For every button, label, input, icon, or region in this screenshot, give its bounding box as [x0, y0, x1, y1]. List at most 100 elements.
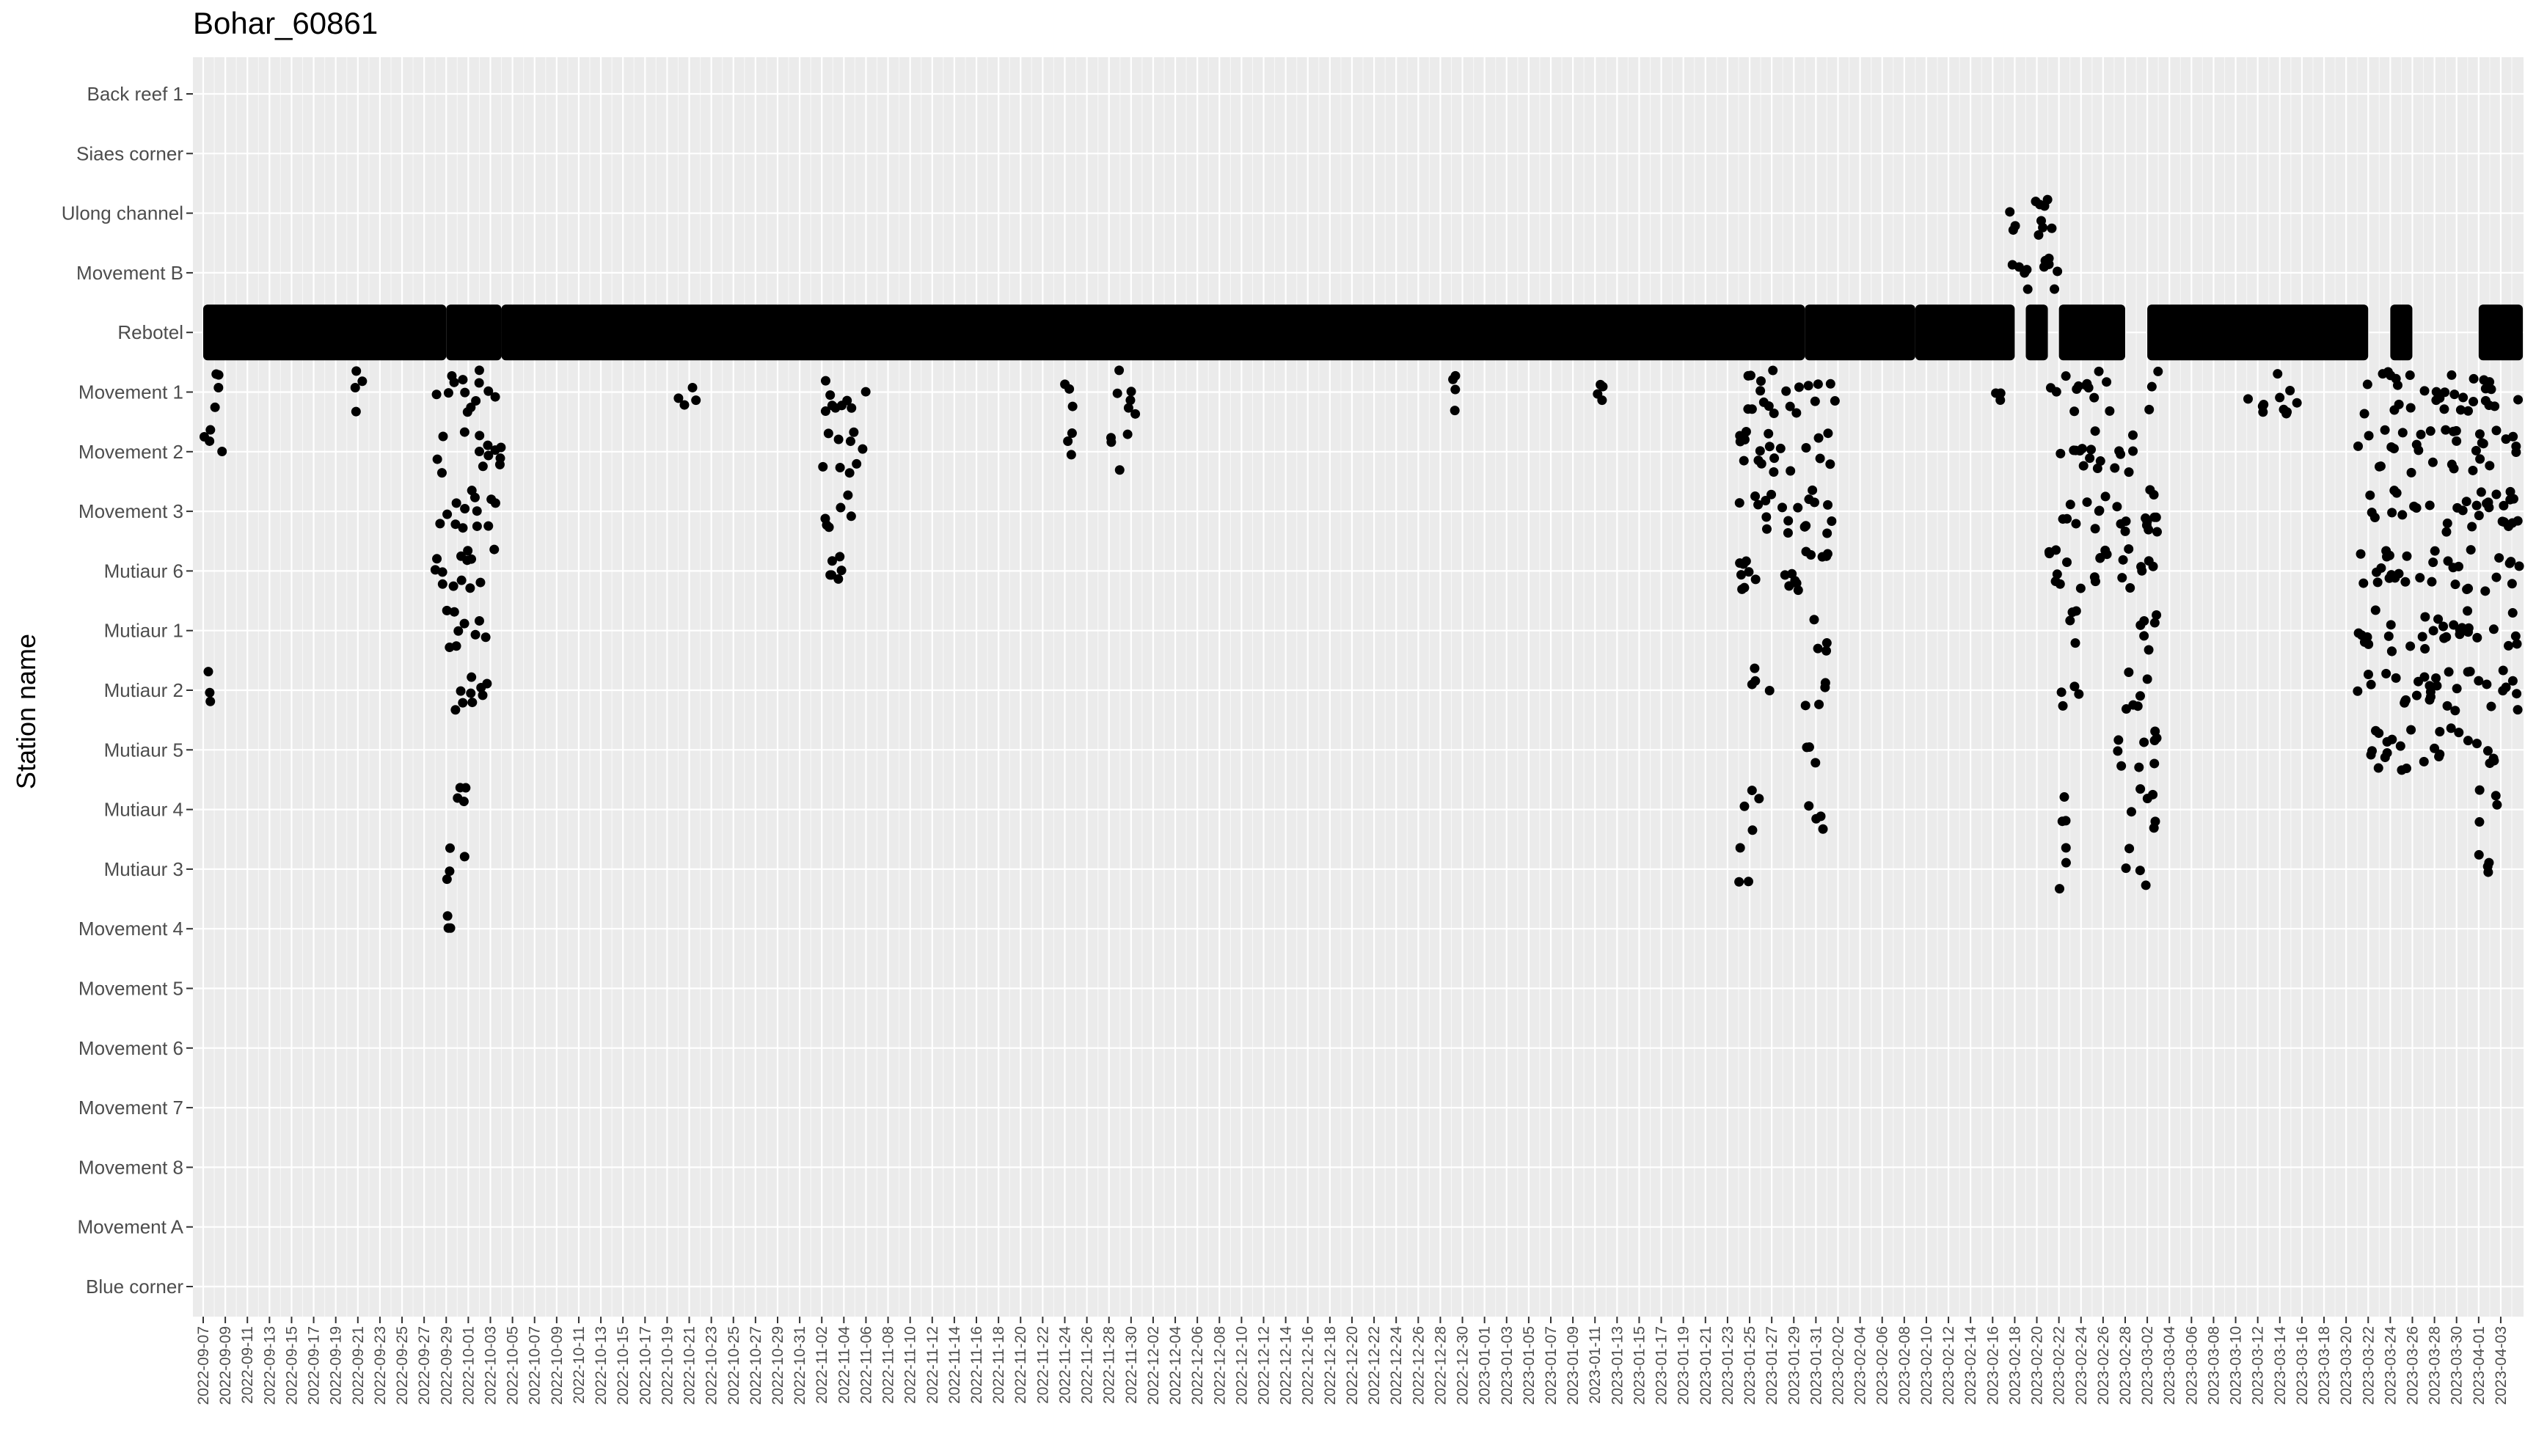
data-point — [2432, 681, 2442, 691]
data-point — [213, 382, 224, 392]
data-point — [205, 687, 215, 698]
data-point — [2124, 844, 2135, 854]
data-point — [2095, 552, 2105, 563]
data-point — [691, 395, 701, 406]
x-tick-label: 2022-09-25 — [394, 1326, 411, 1405]
data-point — [2401, 695, 2411, 705]
point-cluster — [2147, 304, 2369, 361]
data-point — [2110, 463, 2120, 473]
x-tick-label: 2023-01-29 — [1786, 1326, 1802, 1405]
data-point — [835, 552, 845, 562]
data-point — [2394, 399, 2404, 409]
x-tick-label: 2023-04-03 — [2493, 1326, 2510, 1405]
data-point — [2374, 728, 2384, 739]
data-point — [2381, 552, 2391, 562]
data-point — [2492, 800, 2502, 810]
y-tick-label: Back reef 1 — [87, 83, 183, 105]
data-point — [1735, 843, 1745, 853]
point-cluster — [2478, 304, 2524, 361]
data-point — [2430, 743, 2440, 753]
data-point — [833, 434, 844, 445]
data-point — [1783, 528, 1793, 538]
data-point — [2484, 502, 2494, 513]
data-point — [2454, 728, 2464, 738]
data-point — [2033, 230, 2044, 240]
x-tick-label: 2022-09-13 — [261, 1326, 278, 1405]
data-point — [2512, 689, 2522, 699]
y-tick-label: Movement 1 — [78, 381, 183, 403]
data-point — [1743, 877, 1753, 887]
x-tick-label: 2022-09-11 — [239, 1326, 256, 1404]
data-point — [350, 383, 360, 393]
data-point — [2462, 585, 2472, 595]
data-point — [458, 375, 468, 385]
x-tick-label: 2023-02-06 — [1874, 1326, 1891, 1405]
data-point — [2353, 686, 2363, 696]
data-point — [2475, 454, 2485, 464]
x-tick-label: 2022-11-16 — [968, 1326, 985, 1404]
data-point — [2094, 366, 2104, 376]
data-point — [2055, 884, 2065, 894]
data-point — [2506, 557, 2516, 567]
x-tick-label: 2023-03-24 — [2382, 1326, 2399, 1405]
data-point — [2480, 586, 2491, 596]
data-point — [2362, 379, 2372, 389]
data-point — [2375, 461, 2386, 472]
data-point — [2383, 367, 2393, 377]
data-point — [495, 453, 505, 464]
data-point — [2365, 490, 2375, 500]
x-tick-label: 2023-02-12 — [1940, 1326, 1957, 1405]
data-point — [824, 522, 834, 533]
x-tick-label: 2022-11-26 — [1079, 1326, 1096, 1404]
data-point — [2031, 197, 2041, 207]
data-point — [2069, 406, 2080, 417]
data-point — [1781, 386, 1791, 396]
data-point — [2411, 503, 2422, 513]
data-point — [1755, 446, 1765, 456]
data-point — [827, 400, 837, 411]
data-point — [1764, 428, 1774, 439]
data-point — [2051, 545, 2061, 555]
y-tick-label: Rebotel — [117, 321, 183, 343]
x-tick-label: 2023-03-12 — [2250, 1326, 2267, 1405]
data-point — [2458, 392, 2469, 403]
data-point — [2126, 807, 2136, 817]
data-point — [2466, 545, 2476, 555]
data-point — [1815, 453, 1825, 464]
data-point — [483, 386, 494, 396]
x-tick-label: 2022-10-13 — [593, 1326, 610, 1405]
data-point — [2497, 516, 2507, 527]
data-point — [2356, 549, 2366, 559]
x-tick-label: 2023-01-17 — [1653, 1326, 1670, 1405]
x-tick-label: 2023-03-28 — [2427, 1326, 2444, 1405]
data-point — [1747, 786, 1757, 796]
x-tick-label: 2023-03-14 — [2272, 1326, 2289, 1405]
data-point — [1813, 433, 1824, 443]
data-point — [679, 400, 690, 410]
data-point — [2411, 439, 2422, 450]
data-point — [2498, 686, 2508, 696]
data-point — [1818, 824, 1828, 834]
x-tick-label: 2022-12-10 — [1233, 1326, 1250, 1405]
data-point — [1741, 426, 1751, 436]
x-tick-label: 2022-12-18 — [1322, 1326, 1339, 1405]
data-point — [2411, 690, 2422, 700]
data-point — [2153, 366, 2163, 376]
data-point — [453, 793, 463, 803]
data-point — [2121, 704, 2131, 714]
data-points — [199, 194, 2524, 933]
data-point — [1106, 437, 1117, 447]
x-tick-label: 2022-12-30 — [1455, 1326, 1472, 1405]
data-point — [456, 686, 466, 696]
data-point — [2148, 561, 2158, 571]
data-point — [2514, 561, 2524, 571]
data-point — [1753, 500, 1764, 510]
data-point — [2089, 572, 2100, 582]
data-point — [2142, 674, 2152, 684]
data-point — [2078, 461, 2089, 471]
data-point — [199, 431, 209, 442]
data-point — [2467, 522, 2477, 532]
data-point — [449, 377, 459, 387]
data-point — [1125, 395, 1136, 406]
data-point — [2471, 445, 2481, 456]
